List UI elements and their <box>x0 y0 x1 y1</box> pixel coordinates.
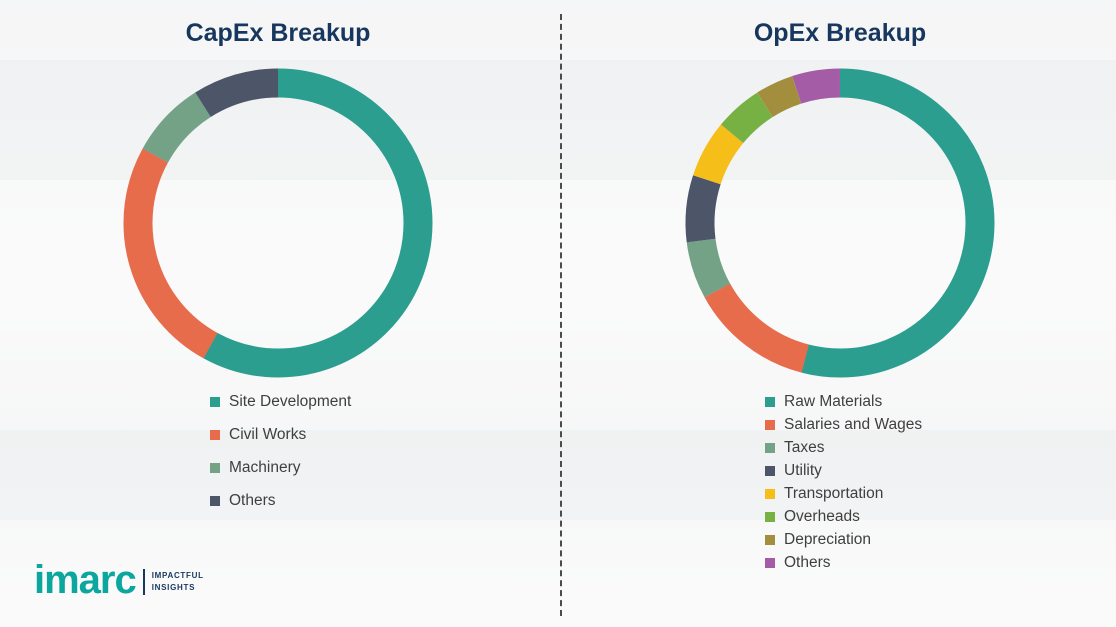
legend-label: Machinery <box>229 458 301 476</box>
imarc-logo-text: imarc <box>34 558 137 602</box>
legend-swatch <box>765 442 775 453</box>
imarc-logo: imarc IMPACTFUL INSIGHTS <box>34 560 204 600</box>
section-divider <box>560 14 562 616</box>
legend-label: Overheads <box>784 507 860 525</box>
legend-swatch <box>210 429 220 440</box>
opex-chart-title: OpEx Breakup <box>753 19 927 47</box>
legend-label: Raw Materials <box>784 392 883 410</box>
legend-item: Depreciation <box>765 530 922 549</box>
donut-segment-utility <box>685 68 995 378</box>
legend-swatch <box>210 396 220 407</box>
legend-swatch <box>765 465 775 476</box>
legend-item: Others <box>765 553 922 572</box>
legend-item: Civil Works <box>210 425 351 444</box>
donut-segment-overheads <box>685 68 995 378</box>
legend-item: Others <box>210 491 351 510</box>
legend-swatch <box>765 557 775 568</box>
capex-chart-block: CapEx Breakup <box>68 18 488 388</box>
donut-segment-salaries-and-wages <box>685 68 995 378</box>
opex-donut-chart <box>685 68 995 378</box>
legend-item: Overheads <box>765 507 922 526</box>
legend-item: Raw Materials <box>765 392 922 411</box>
legend-item: Machinery <box>210 458 351 477</box>
background-band <box>0 430 1116 520</box>
legend-swatch <box>765 419 775 430</box>
donut-segment-transportation <box>685 68 995 378</box>
tagline-line2: INSIGHTS <box>151 583 196 592</box>
legend-label: Taxes <box>784 438 825 456</box>
donut-segment-depreciation <box>685 68 995 378</box>
legend-item: Utility <box>765 461 922 480</box>
donut-segment-taxes <box>685 68 995 378</box>
legend-label: Civil Works <box>229 425 307 443</box>
legend-label: Depreciation <box>784 530 872 548</box>
legend-item: Site Development <box>210 392 351 411</box>
tagline-line1: IMPACTFUL <box>151 571 204 581</box>
legend-label: Others <box>229 491 276 509</box>
donut-segment-others <box>685 68 995 378</box>
legend-label: Site Development <box>229 392 352 410</box>
legend-item: Transportation <box>765 484 922 503</box>
donut-segment-civil-works <box>123 68 433 378</box>
opex-chart-block: OpEx Breakup <box>630 18 1050 388</box>
legend-swatch <box>765 396 775 407</box>
legend-swatch <box>210 495 220 506</box>
donut-segment-raw-materials <box>685 68 995 378</box>
legend-swatch <box>765 488 775 499</box>
capex-donut-chart <box>123 68 433 378</box>
logo-divider-bar <box>142 569 145 595</box>
legend-label: Transportation <box>784 484 884 502</box>
capex-chart-title: CapEx Breakup <box>185 19 371 47</box>
legend-swatch <box>210 462 220 473</box>
donut-segment-machinery <box>123 68 433 378</box>
legend-label: Others <box>784 553 831 571</box>
opex-legend: Raw Materials Salaries and Wages Taxes Util… <box>765 392 922 572</box>
imarc-tagline: IMPACTFUL INSIGHTS <box>152 570 204 593</box>
donut-segment-others <box>123 68 433 378</box>
legend-item: Taxes <box>765 438 922 457</box>
legend-item: Salaries and Wages <box>765 415 922 434</box>
legend-label: Salaries and Wages <box>784 415 923 433</box>
legend-label: Utility <box>784 461 822 479</box>
legend-swatch <box>765 511 775 522</box>
capex-legend: Site Development Civil Works Machinery Othe… <box>210 392 351 510</box>
legend-swatch <box>765 534 775 545</box>
